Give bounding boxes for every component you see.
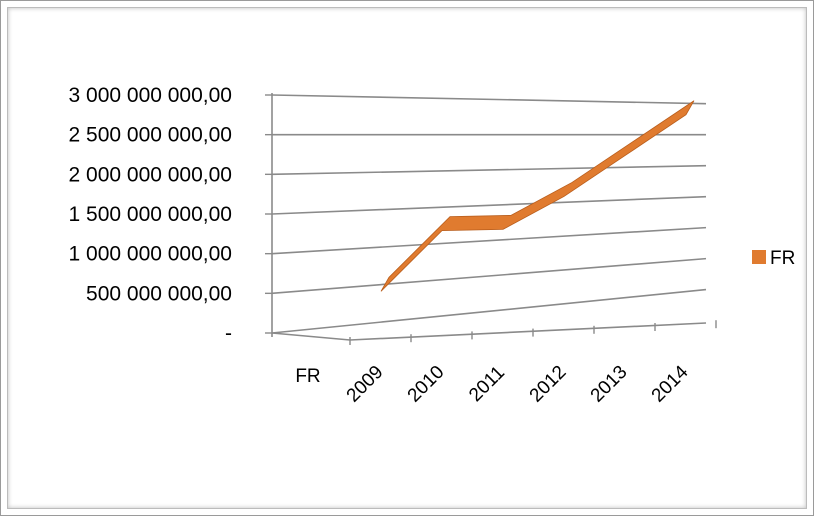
y-tick-label: 2 500 000 000,00	[69, 124, 233, 147]
y-tick-label: 3 000 000 000,00	[69, 84, 233, 107]
x-axis	[349, 322, 707, 341]
x-tick-label: 2014	[648, 361, 693, 406]
y-tick-label: 2 000 000 000,00	[69, 163, 233, 186]
gridline	[271, 94, 707, 105]
gridline	[271, 257, 707, 295]
x-tick-label: 2012	[526, 362, 571, 407]
gridline	[271, 226, 707, 255]
series-ribbon	[380, 100, 695, 292]
floor-edge	[271, 332, 351, 341]
gridline	[271, 164, 707, 176]
x-tick-label: 2011	[465, 362, 509, 406]
x-tick-label: FR	[295, 366, 320, 387]
x-tick-label: 2010	[404, 362, 449, 407]
y-tick-label: 1 000 000 000,00	[69, 243, 233, 266]
gridline	[271, 195, 707, 215]
legend-label: FR	[770, 248, 795, 269]
y-tick-label: 500 000 000,00	[86, 282, 232, 305]
legend-swatch	[752, 250, 766, 264]
chart-area	[7, 7, 807, 509]
x-tick-label: 2009	[343, 362, 388, 407]
gridline	[271, 288, 707, 334]
y-tick-label: -	[225, 322, 232, 345]
x-tick-label: 2013	[587, 362, 632, 407]
y-tick-label: 1 500 000 000,00	[69, 203, 233, 226]
